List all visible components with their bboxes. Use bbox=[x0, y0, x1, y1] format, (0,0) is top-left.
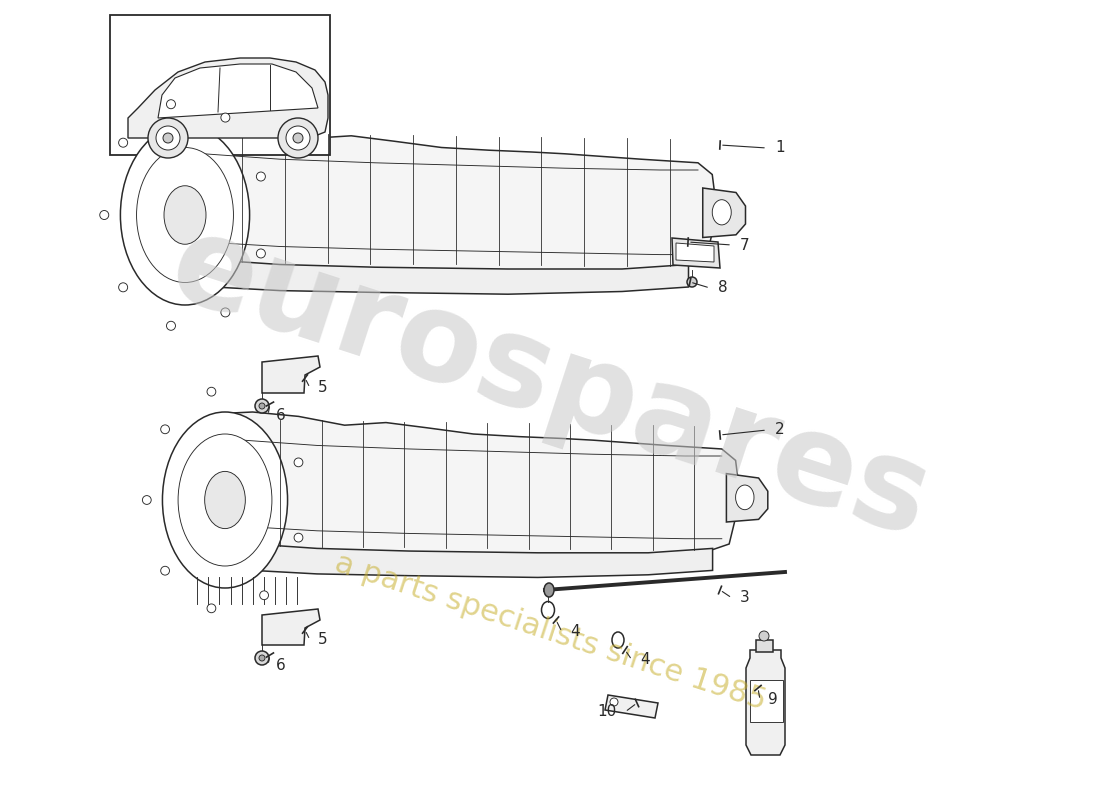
Circle shape bbox=[221, 308, 230, 317]
Text: 3: 3 bbox=[740, 590, 750, 606]
Polygon shape bbox=[207, 412, 738, 563]
Polygon shape bbox=[166, 125, 715, 280]
Text: 4: 4 bbox=[570, 625, 580, 639]
Circle shape bbox=[221, 113, 230, 122]
Circle shape bbox=[119, 138, 128, 147]
Polygon shape bbox=[726, 474, 768, 522]
Polygon shape bbox=[253, 544, 713, 578]
Circle shape bbox=[293, 133, 303, 143]
Text: eurospares: eurospares bbox=[155, 204, 945, 564]
Circle shape bbox=[256, 172, 265, 181]
Bar bbox=[756, 640, 773, 652]
Text: 2: 2 bbox=[776, 422, 784, 438]
Polygon shape bbox=[676, 243, 714, 262]
Bar bbox=[110, 15, 330, 155]
Ellipse shape bbox=[205, 471, 245, 529]
Ellipse shape bbox=[136, 147, 233, 282]
Circle shape bbox=[260, 591, 268, 600]
Polygon shape bbox=[128, 58, 328, 138]
Text: 1: 1 bbox=[776, 141, 784, 155]
Circle shape bbox=[260, 400, 268, 409]
Circle shape bbox=[759, 631, 769, 641]
Circle shape bbox=[286, 126, 310, 150]
Circle shape bbox=[258, 403, 265, 409]
Ellipse shape bbox=[164, 186, 206, 244]
Ellipse shape bbox=[163, 412, 287, 588]
Polygon shape bbox=[262, 356, 320, 393]
Circle shape bbox=[166, 100, 176, 109]
Circle shape bbox=[278, 118, 318, 158]
Text: 10: 10 bbox=[597, 705, 617, 719]
Polygon shape bbox=[703, 188, 746, 238]
Circle shape bbox=[255, 399, 270, 413]
Circle shape bbox=[161, 425, 169, 434]
Circle shape bbox=[610, 698, 618, 706]
Text: 5: 5 bbox=[318, 633, 328, 647]
Text: 9: 9 bbox=[768, 693, 778, 707]
Circle shape bbox=[119, 283, 128, 292]
Text: 5: 5 bbox=[318, 381, 328, 395]
Polygon shape bbox=[672, 238, 721, 268]
Polygon shape bbox=[158, 64, 318, 118]
Ellipse shape bbox=[736, 485, 754, 510]
Ellipse shape bbox=[713, 200, 732, 225]
Circle shape bbox=[294, 458, 302, 466]
Polygon shape bbox=[605, 695, 658, 718]
Ellipse shape bbox=[120, 125, 250, 305]
Circle shape bbox=[148, 118, 188, 158]
Circle shape bbox=[258, 655, 265, 661]
Text: 4: 4 bbox=[640, 653, 650, 667]
Text: 6: 6 bbox=[276, 407, 286, 422]
Text: 8: 8 bbox=[718, 281, 727, 295]
Polygon shape bbox=[746, 650, 785, 755]
Bar bbox=[750, 680, 783, 722]
Circle shape bbox=[207, 604, 216, 613]
Circle shape bbox=[166, 322, 176, 330]
Circle shape bbox=[100, 210, 109, 219]
Circle shape bbox=[156, 126, 180, 150]
Circle shape bbox=[161, 566, 169, 575]
Polygon shape bbox=[262, 609, 320, 645]
Circle shape bbox=[207, 387, 216, 396]
Circle shape bbox=[688, 277, 697, 287]
Polygon shape bbox=[213, 260, 689, 294]
Circle shape bbox=[255, 651, 270, 665]
Circle shape bbox=[163, 133, 173, 143]
Text: 7: 7 bbox=[740, 238, 749, 253]
Circle shape bbox=[256, 249, 265, 258]
Text: 6: 6 bbox=[276, 658, 286, 673]
Text: a parts specialists since 1985: a parts specialists since 1985 bbox=[331, 548, 769, 716]
Circle shape bbox=[294, 534, 302, 542]
Ellipse shape bbox=[544, 583, 554, 597]
Ellipse shape bbox=[178, 434, 272, 566]
Circle shape bbox=[142, 495, 151, 504]
